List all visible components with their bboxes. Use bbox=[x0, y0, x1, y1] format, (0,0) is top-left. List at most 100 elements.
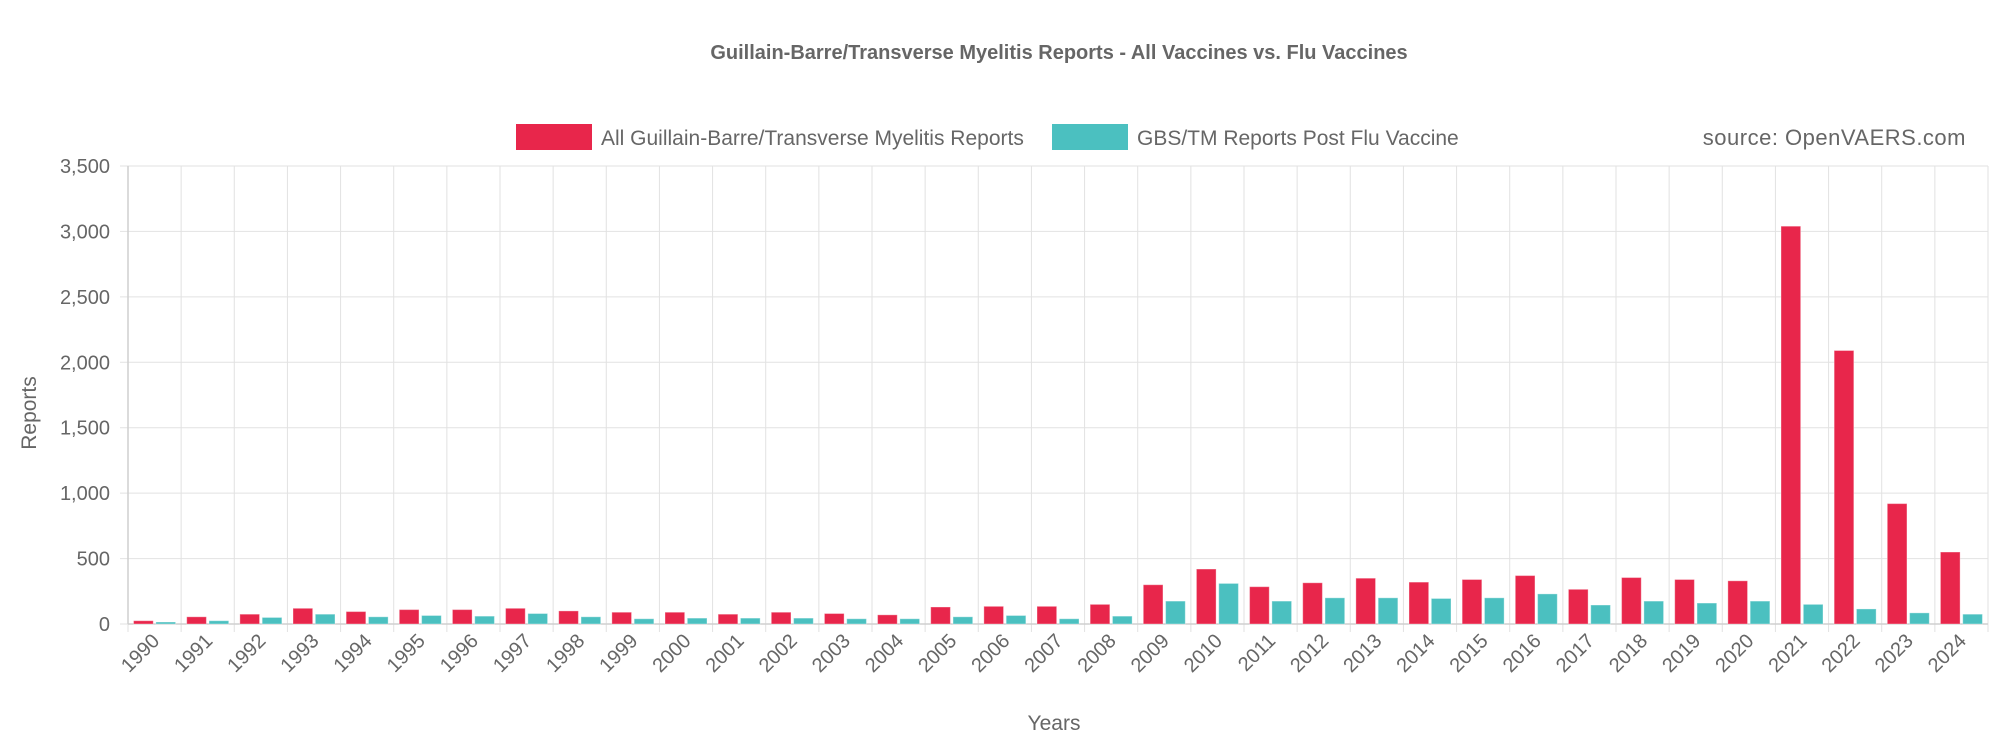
bar-all-reports[interactable] bbox=[611, 611, 633, 625]
bar-all-reports[interactable] bbox=[292, 607, 314, 625]
bar-all-reports[interactable] bbox=[823, 613, 845, 625]
bar-all-reports[interactable] bbox=[345, 611, 367, 625]
x-tick-label: 1992 bbox=[223, 630, 270, 677]
bar-flu-reports[interactable] bbox=[793, 617, 814, 625]
bar-all-reports[interactable] bbox=[1408, 581, 1430, 625]
bar-all-reports[interactable] bbox=[1036, 605, 1058, 625]
x-tick-label: 2024 bbox=[1924, 630, 1971, 677]
x-tick-label: 2006 bbox=[967, 630, 1014, 677]
bar-flu-reports[interactable] bbox=[1218, 582, 1239, 625]
bar-all-reports[interactable] bbox=[1142, 584, 1164, 625]
x-tick-label: 1999 bbox=[595, 630, 642, 677]
x-tick-label: 2019 bbox=[1658, 630, 1705, 677]
bar-flu-reports[interactable] bbox=[1005, 614, 1027, 625]
bar-all-reports[interactable] bbox=[1833, 350, 1855, 625]
bar-flu-reports[interactable] bbox=[1111, 615, 1133, 625]
bar-all-reports[interactable] bbox=[1780, 225, 1802, 625]
bar-all-reports[interactable] bbox=[1514, 575, 1536, 625]
bar-flu-reports[interactable] bbox=[1802, 603, 1824, 625]
bar-flu-reports[interactable] bbox=[1855, 608, 1877, 625]
bar-all-reports[interactable] bbox=[1727, 580, 1749, 625]
bar-flu-reports[interactable] bbox=[1643, 600, 1665, 625]
bar-flu-reports[interactable] bbox=[952, 616, 974, 625]
y-tick-label: 2,500 bbox=[60, 287, 110, 309]
x-tick-label: 2022 bbox=[1818, 630, 1865, 677]
bar-all-reports[interactable] bbox=[558, 610, 579, 625]
x-tick-label: 1990 bbox=[117, 630, 164, 677]
bar-all-reports[interactable] bbox=[1567, 588, 1589, 625]
bar-flu-reports[interactable] bbox=[527, 613, 549, 625]
x-axis-title: Years bbox=[1028, 712, 1081, 735]
bar-flu-reports[interactable] bbox=[1058, 618, 1080, 625]
bar-flu-reports[interactable] bbox=[580, 616, 602, 625]
bar-flu-reports[interactable] bbox=[367, 616, 389, 625]
bars bbox=[133, 225, 1983, 625]
bar-flu-reports[interactable] bbox=[686, 617, 708, 625]
bar-all-reports[interactable] bbox=[1302, 582, 1323, 625]
bar-all-reports[interactable] bbox=[186, 616, 207, 625]
bar-flu-reports[interactable] bbox=[155, 621, 177, 625]
bar-flu-reports[interactable] bbox=[1377, 597, 1399, 625]
bar-flu-reports[interactable] bbox=[208, 620, 230, 625]
bar-flu-reports[interactable] bbox=[1962, 613, 1983, 625]
x-tick-label: 2020 bbox=[1711, 630, 1758, 677]
bar-all-reports[interactable] bbox=[505, 607, 526, 625]
legend-item-flu-reports[interactable]: GBS/TM Reports Post Flu Vaccine bbox=[1052, 124, 1459, 150]
bar-flu-reports[interactable] bbox=[1430, 597, 1452, 625]
bar-flu-reports[interactable] bbox=[261, 616, 283, 625]
bar-all-reports[interactable] bbox=[930, 606, 951, 625]
bar-all-reports[interactable] bbox=[717, 613, 739, 625]
bar-flu-reports[interactable] bbox=[1590, 604, 1611, 625]
bar-all-reports[interactable] bbox=[1939, 551, 1961, 625]
bar-flu-reports[interactable] bbox=[1165, 600, 1186, 625]
legend-swatch-all-reports bbox=[516, 124, 592, 150]
x-tick-label: 2009 bbox=[1127, 630, 1174, 677]
y-axis-ticks: 0 500 1,000 1,500 2,000 2,500 3,000 3,500 bbox=[60, 156, 110, 636]
x-tick-label: 1991 bbox=[170, 630, 217, 677]
x-tick-label: 2000 bbox=[649, 630, 696, 677]
y-tick-label: 2,000 bbox=[60, 352, 110, 374]
bar-flu-reports[interactable] bbox=[421, 614, 442, 625]
bar-flu-reports[interactable] bbox=[1909, 612, 1930, 625]
bar-flu-reports[interactable] bbox=[1537, 593, 1558, 625]
legend-label-all-reports: All Guillain-Barre/Transverse Myelitis R… bbox=[601, 127, 1024, 150]
bar-all-reports[interactable] bbox=[133, 620, 154, 625]
bar-all-reports[interactable] bbox=[1461, 579, 1483, 625]
x-tick-label: 2011 bbox=[1234, 630, 1280, 676]
y-tick-label: 0 bbox=[99, 614, 110, 636]
bar-all-reports[interactable] bbox=[1355, 577, 1377, 625]
bar-flu-reports[interactable] bbox=[1271, 600, 1293, 625]
chart-title: Guillain-Barre/Transverse Myelitis Repor… bbox=[710, 42, 1407, 64]
bar-flu-reports[interactable] bbox=[1696, 602, 1718, 625]
bar-all-reports[interactable] bbox=[398, 609, 420, 625]
bar-flu-reports[interactable] bbox=[474, 615, 495, 625]
bar-flu-reports[interactable] bbox=[899, 618, 921, 625]
bar-flu-reports[interactable] bbox=[739, 617, 761, 625]
bar-all-reports[interactable] bbox=[1621, 577, 1642, 625]
x-tick-label: 2008 bbox=[1074, 630, 1121, 677]
bar-flu-reports[interactable] bbox=[314, 613, 336, 625]
bar-flu-reports[interactable] bbox=[1749, 600, 1771, 625]
x-tick-label: 2016 bbox=[1499, 630, 1546, 677]
bar-all-reports[interactable] bbox=[877, 614, 898, 625]
bar-all-reports[interactable] bbox=[770, 611, 792, 625]
bar-all-reports[interactable] bbox=[1249, 586, 1270, 625]
bar-all-reports[interactable] bbox=[983, 605, 1005, 625]
x-tick-label: 2015 bbox=[1446, 630, 1493, 677]
bar-all-reports[interactable] bbox=[239, 613, 261, 625]
bar-flu-reports[interactable] bbox=[1483, 597, 1505, 625]
bar-all-reports[interactable] bbox=[1886, 503, 1908, 625]
x-tick-label: 1998 bbox=[542, 630, 589, 677]
bar-all-reports[interactable] bbox=[1674, 579, 1695, 625]
x-tick-label: 2023 bbox=[1871, 630, 1918, 677]
bar-all-reports[interactable] bbox=[451, 609, 473, 625]
bar-flu-reports[interactable] bbox=[846, 618, 867, 625]
bar-all-reports[interactable] bbox=[1089, 603, 1111, 625]
legend-item-all-reports[interactable]: All Guillain-Barre/Transverse Myelitis R… bbox=[516, 124, 1024, 150]
legend: All Guillain-Barre/Transverse Myelitis R… bbox=[516, 124, 1459, 150]
bar-all-reports[interactable] bbox=[1195, 568, 1217, 625]
bar-all-reports[interactable] bbox=[664, 611, 686, 625]
bar-flu-reports[interactable] bbox=[633, 618, 655, 625]
bar-flu-reports[interactable] bbox=[1324, 597, 1346, 625]
x-tick-label: 2017 bbox=[1552, 630, 1599, 677]
